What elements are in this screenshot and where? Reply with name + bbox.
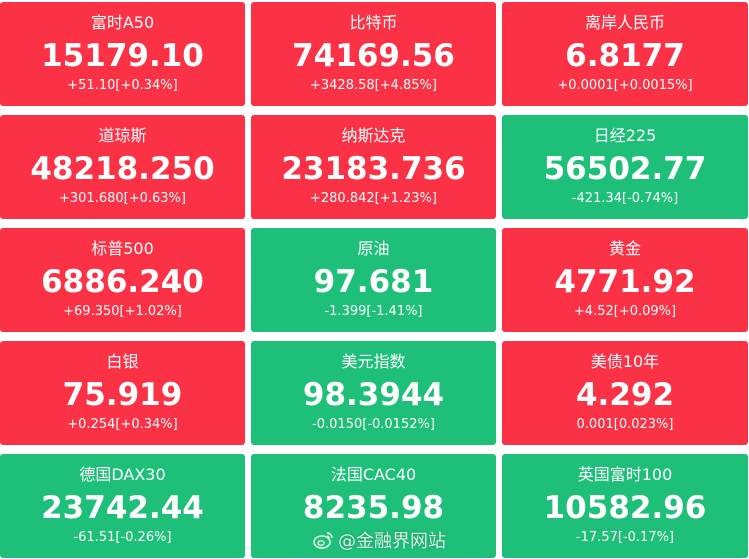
tile-name: 富时A50 xyxy=(90,13,155,32)
tile-price: 6.8177 xyxy=(565,38,685,74)
tile-name: 纳斯达克 xyxy=(341,126,406,145)
tile-name: 日经225 xyxy=(593,126,657,145)
tile-change: +4.52[+0.09%] xyxy=(573,304,677,319)
tile-bitcoin[interactable]: 比特币 74169.56 +3428.58[+4.85%] xyxy=(251,2,496,106)
tile-us-10y-treasury[interactable]: 美债10年 4.292 0.001[0.023%] xyxy=(502,341,748,445)
tile-name: 法国CAC40 xyxy=(330,465,417,484)
tile-crude-oil[interactable]: 原油 97.681 -1.399[-1.41%] xyxy=(251,228,496,332)
tile-change: -0.0150[-0.0152%] xyxy=(312,417,435,432)
tile-price: 4.292 xyxy=(575,377,675,413)
tile-change: -61.51[-0.26%] xyxy=(73,530,172,545)
tile-change: +0.0001[+0.0015%] xyxy=(557,78,693,93)
tile-change: +3428.58[+4.85%] xyxy=(310,78,437,93)
tile-dax-30[interactable]: 德国DAX30 23742.44 -61.51[-0.26%] xyxy=(0,454,245,558)
tile-price: 23742.44 xyxy=(41,490,204,526)
tile-sp-500[interactable]: 标普500 6886.240 +69.350[+1.02%] xyxy=(0,228,245,332)
tile-name: 黄金 xyxy=(608,239,641,258)
tile-change: -17.57[-0.17%] xyxy=(575,530,675,545)
tile-price: 56502.77 xyxy=(543,151,707,187)
tile-name: 原油 xyxy=(357,239,390,258)
tile-change: +51.10[+0.34%] xyxy=(67,78,178,93)
tile-price: 98.3944 xyxy=(302,377,445,413)
tile-price: 97.681 xyxy=(313,264,434,300)
tile-name: 比特币 xyxy=(349,13,398,32)
tile-silver[interactable]: 白银 75.919 +0.254[+0.34%] xyxy=(0,341,245,445)
tile-gold[interactable]: 黄金 4771.92 +4.52[+0.09%] xyxy=(502,228,748,332)
tile-dollar-index[interactable]: 美元指数 98.3944 -0.0150[-0.0152%] xyxy=(251,341,496,445)
tile-change: -421.34[-0.74%] xyxy=(571,191,679,206)
tile-change: -1.399[-1.41%] xyxy=(324,304,423,319)
tile-price: 4771.92 xyxy=(554,264,696,300)
tile-price: 75.919 xyxy=(62,377,183,413)
tile-change: +0.254[+0.34%] xyxy=(67,417,178,432)
tile-name: 白银 xyxy=(106,352,139,371)
tile-change: +301.680[+0.63%] xyxy=(59,191,186,206)
tile-name: 道琼斯 xyxy=(98,126,147,145)
tile-name: 美债10年 xyxy=(590,352,660,371)
tile-change: +280.842[+1.23%] xyxy=(310,191,437,206)
tile-dow-jones[interactable]: 道琼斯 48218.250 +301.680[+0.63%] xyxy=(0,115,245,219)
tile-nikkei-225[interactable]: 日经225 56502.77 -421.34[-0.74%] xyxy=(502,115,748,219)
tile-name: 标普500 xyxy=(91,239,154,258)
tile-price: 48218.250 xyxy=(30,151,215,187)
tile-price: 10582.96 xyxy=(543,490,707,526)
tile-nasdaq[interactable]: 纳斯达克 23183.736 +280.842[+1.23%] xyxy=(251,115,496,219)
tile-name: 英国富时100 xyxy=(577,465,673,484)
tile-cac-40[interactable]: 法国CAC40 8235.98 xyxy=(251,454,496,558)
tile-ftse-china-a50[interactable]: 富时A50 15179.10 +51.10[+0.34%] xyxy=(0,2,245,106)
tile-price: 74169.56 xyxy=(292,38,455,74)
tile-name: 离岸人民币 xyxy=(584,13,665,32)
tile-name: 美元指数 xyxy=(341,352,406,371)
tile-price: 23183.736 xyxy=(281,151,466,187)
tile-price: 15179.10 xyxy=(41,38,204,74)
tile-name: 德国DAX30 xyxy=(79,465,166,484)
tile-offshore-rmb[interactable]: 离岸人民币 6.8177 +0.0001[+0.0015%] xyxy=(502,2,748,106)
tile-change: +69.350[+1.02%] xyxy=(63,304,182,319)
tile-price: 6886.240 xyxy=(41,264,204,300)
tile-price: 8235.98 xyxy=(302,490,445,526)
tile-change: 0.001[0.023%] xyxy=(576,417,674,432)
tile-ftse-100[interactable]: 英国富时100 10582.96 -17.57[-0.17%] xyxy=(502,454,748,558)
